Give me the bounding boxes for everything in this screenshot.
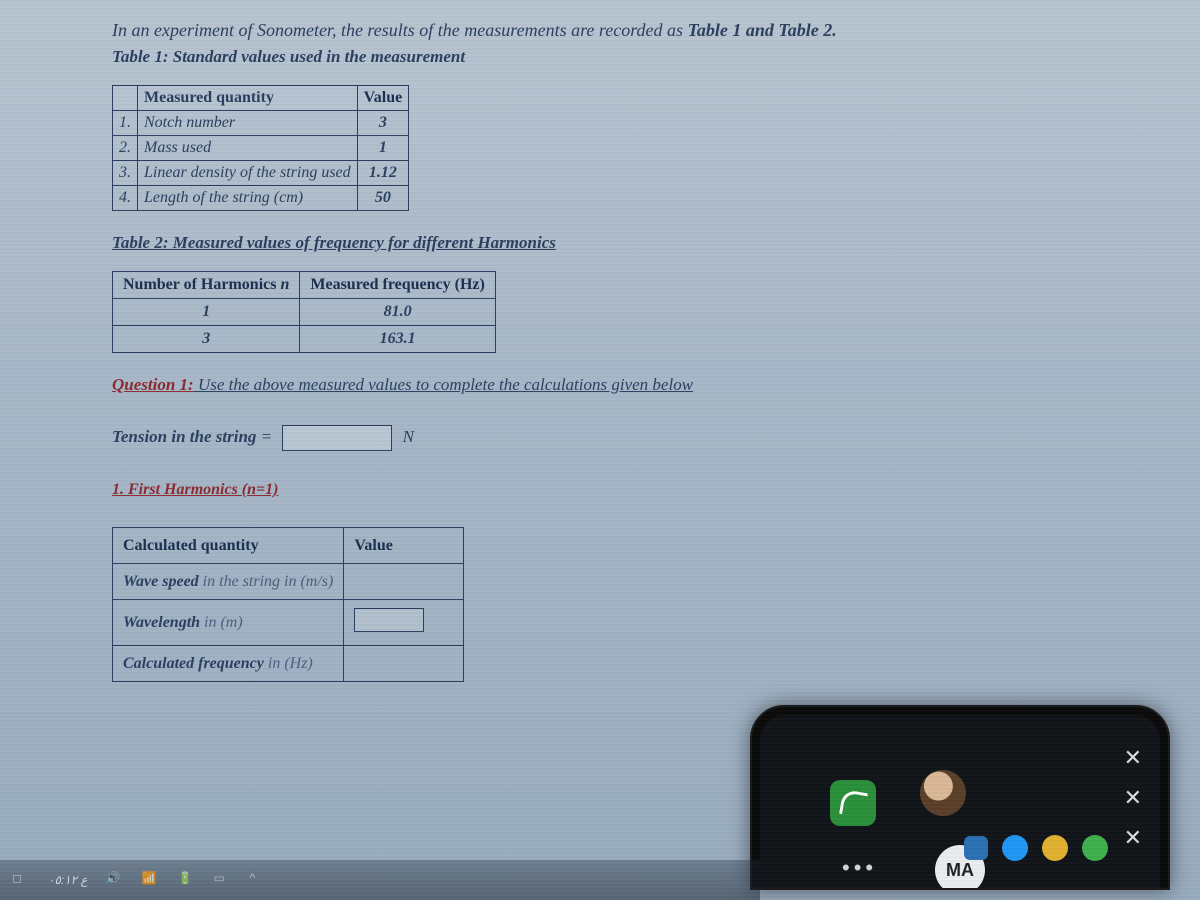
t3-head-qty: Calculated quantity	[113, 528, 344, 564]
table1-head-blank	[113, 86, 138, 111]
chevron-up-icon[interactable]: ^	[250, 871, 268, 889]
globe-icon[interactable]	[1002, 835, 1028, 861]
row-num: 4.	[113, 186, 138, 211]
wavelength-input[interactable]	[354, 608, 424, 632]
close-icon[interactable]: ✕	[1124, 785, 1142, 811]
table1-head-qty: Measured quantity	[138, 86, 358, 111]
speaker-icon[interactable]: 🔊	[106, 871, 124, 889]
cq-sub: in the string in (m/s)	[203, 573, 334, 590]
taskbar-time: ع ٠٥:١٢	[48, 873, 88, 887]
t3-qty: Wave speed in the string in (m/s)	[113, 564, 344, 600]
t2-f: 81.0	[300, 299, 495, 326]
head-n-ital: n	[280, 276, 289, 293]
tray-icon[interactable]: ▭	[214, 871, 232, 889]
tension-label: Tension in the string	[112, 427, 261, 446]
t3-qty: Calculated frequency in (Hz)	[113, 646, 344, 682]
phone-screen: ••• MA ✕ ✕ ✕	[760, 715, 1160, 888]
equals-sign: =	[261, 427, 272, 446]
row-num: 2.	[113, 136, 138, 161]
table-row: 1. Notch number 3	[113, 111, 409, 136]
intro-bold: Table 1 and Table 2.	[688, 20, 837, 40]
taskbar-app-icon[interactable]: ◻	[12, 871, 30, 889]
battery-icon[interactable]: 🔋	[178, 871, 196, 889]
phone-call-icon[interactable]	[830, 780, 876, 826]
row-val: 1.12	[357, 161, 409, 186]
question1-title: Question 1: Use the above measured value…	[112, 375, 1200, 395]
intro-prefix: In an experiment of Sonometer, the resul…	[112, 20, 688, 40]
cq-main: Calculated frequency	[123, 655, 268, 672]
row-val: 3	[357, 111, 409, 136]
table-row: Wave speed in the string in (m/s)	[113, 564, 464, 600]
wifi-icon[interactable]: 📶	[142, 871, 160, 889]
t2-f: 163.1	[300, 326, 495, 353]
cq-sub: in (m)	[204, 614, 243, 631]
t3-val-cell	[344, 600, 464, 646]
table-row: 4. Length of the string (cm) 50	[113, 186, 409, 211]
close-column: ✕ ✕ ✕	[1124, 745, 1142, 851]
row-qty: Linear density of the string used	[138, 161, 358, 186]
table-row: 3 163.1	[113, 326, 496, 353]
head-n-text: Number of Harmonics	[123, 276, 280, 293]
table2-head-f: Measured frequency (Hz)	[300, 272, 495, 299]
table2-caption: Table 2: Measured values of frequency fo…	[112, 233, 1200, 253]
cq-main: Wavelength	[123, 614, 204, 631]
t3-val-cell	[344, 564, 464, 600]
table1-head-val: Value	[357, 86, 409, 111]
t3-val-cell	[344, 646, 464, 682]
table1-caption: Table 1: Standard values used in the mea…	[112, 47, 1200, 67]
t2-n: 3	[113, 326, 300, 353]
t3-qty: Wavelength in (m)	[113, 600, 344, 646]
row-qty: Notch number	[138, 111, 358, 136]
tension-input[interactable]	[282, 425, 392, 451]
cq-sub: in (Hz)	[268, 655, 313, 672]
taskbar: ◻ ع ٠٥:١٢ 🔊 📶 🔋 ▭ ^	[0, 860, 760, 900]
table-row: Wavelength in (m)	[113, 600, 464, 646]
q1-text: Use the above measured values to complet…	[194, 375, 693, 394]
table3: Calculated quantity Value Wave speed in …	[112, 527, 464, 682]
table-row: Number of Harmonics n Measured frequency…	[113, 272, 496, 299]
q1-label: Question 1:	[112, 375, 194, 394]
table-row: Calculated quantity Value	[113, 528, 464, 564]
table2: Number of Harmonics n Measured frequency…	[112, 271, 496, 353]
table-row: 2. Mass used 1	[113, 136, 409, 161]
table1: Measured quantity Value 1. Notch number …	[112, 85, 409, 211]
row-val: 50	[357, 186, 409, 211]
first-harmonics-heading: 1. First Harmonics (n=1)	[112, 481, 1200, 499]
avatar[interactable]	[920, 770, 966, 816]
tension-row: Tension in the string = N	[112, 425, 1200, 451]
table-row: Calculated frequency in (Hz)	[113, 646, 464, 682]
t2-n: 1	[113, 299, 300, 326]
row-qty: Mass used	[138, 136, 358, 161]
row-val: 1	[357, 136, 409, 161]
row-qty: Length of the string (cm)	[138, 186, 358, 211]
intro-text: In an experiment of Sonometer, the resul…	[112, 20, 1200, 41]
close-icon[interactable]: ✕	[1124, 745, 1142, 771]
mini-icon-row	[964, 835, 1108, 861]
document-content: In an experiment of Sonometer, the resul…	[0, 0, 1200, 682]
tension-unit: N	[403, 427, 414, 446]
download-icon[interactable]	[964, 836, 988, 860]
app-icon[interactable]	[1082, 835, 1108, 861]
more-dots-icon[interactable]: •••	[842, 855, 877, 881]
table-row: Measured quantity Value	[113, 86, 409, 111]
phone-overlay: ••• MA ✕ ✕ ✕	[750, 705, 1170, 890]
row-num: 1.	[113, 111, 138, 136]
table-row: 3. Linear density of the string used 1.1…	[113, 161, 409, 186]
cq-main: Wave speed	[123, 573, 203, 590]
table2-head-n: Number of Harmonics n	[113, 272, 300, 299]
row-num: 3.	[113, 161, 138, 186]
close-icon[interactable]: ✕	[1124, 825, 1142, 851]
coin-icon[interactable]	[1042, 835, 1068, 861]
table-row: 1 81.0	[113, 299, 496, 326]
t3-head-val: Value	[344, 528, 464, 564]
